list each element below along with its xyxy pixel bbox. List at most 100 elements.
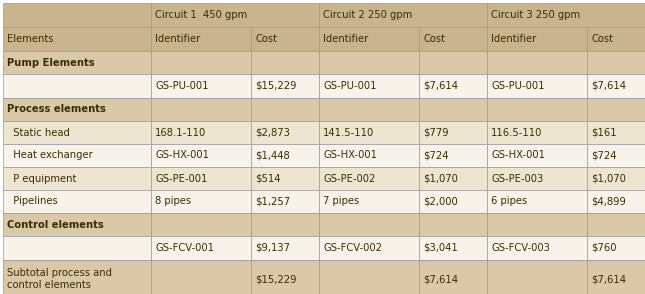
Text: GS-FCV-001: GS-FCV-001: [155, 243, 214, 253]
Text: 7 pipes: 7 pipes: [323, 196, 359, 206]
Text: Identifier: Identifier: [155, 34, 200, 44]
Bar: [419, 213, 487, 236]
Text: Elements: Elements: [7, 34, 54, 44]
Bar: [251, 213, 319, 236]
Bar: [419, 74, 487, 98]
Bar: [587, 260, 645, 294]
Bar: [151, 74, 251, 98]
Text: $1,070: $1,070: [591, 173, 626, 183]
Text: $9,137: $9,137: [255, 243, 290, 253]
Text: $7,614: $7,614: [591, 274, 626, 284]
Bar: [587, 190, 645, 213]
Bar: [487, 167, 587, 190]
Bar: [419, 167, 487, 190]
Bar: [419, 27, 487, 51]
Bar: [419, 236, 487, 260]
Bar: [151, 27, 251, 51]
Text: $15,229: $15,229: [255, 81, 297, 91]
Text: Circuit 1  450 gpm: Circuit 1 450 gpm: [155, 10, 247, 20]
Text: GS-PE-003: GS-PE-003: [491, 173, 543, 183]
Bar: [151, 3, 319, 27]
Text: Cost: Cost: [255, 34, 277, 44]
Bar: [319, 144, 419, 167]
Text: 116.5-110: 116.5-110: [491, 128, 542, 138]
Text: $779: $779: [423, 128, 449, 138]
Text: $514: $514: [255, 173, 281, 183]
Bar: [151, 260, 251, 294]
Bar: [487, 144, 587, 167]
Text: Control elements: Control elements: [7, 220, 104, 230]
Bar: [587, 144, 645, 167]
Bar: [587, 236, 645, 260]
Bar: [3, 51, 151, 74]
Text: $15,229: $15,229: [255, 274, 297, 284]
Bar: [319, 167, 419, 190]
Text: $724: $724: [423, 151, 448, 161]
Text: $7,614: $7,614: [591, 81, 626, 91]
Bar: [3, 98, 151, 121]
Bar: [419, 121, 487, 144]
Bar: [419, 260, 487, 294]
Bar: [251, 167, 319, 190]
Text: Pump Elements: Pump Elements: [7, 58, 95, 68]
Bar: [487, 213, 587, 236]
Text: 8 pipes: 8 pipes: [155, 196, 191, 206]
Bar: [487, 74, 587, 98]
Bar: [251, 144, 319, 167]
Bar: [251, 74, 319, 98]
Bar: [487, 51, 587, 74]
Bar: [487, 236, 587, 260]
Text: GS-HX-001: GS-HX-001: [155, 151, 209, 161]
Bar: [487, 121, 587, 144]
Text: $161: $161: [591, 128, 617, 138]
Bar: [319, 121, 419, 144]
Bar: [251, 121, 319, 144]
Bar: [587, 74, 645, 98]
Bar: [151, 121, 251, 144]
Text: GS-HX-001: GS-HX-001: [491, 151, 545, 161]
Bar: [487, 27, 587, 51]
Text: GS-PE-001: GS-PE-001: [155, 173, 208, 183]
Bar: [319, 51, 419, 74]
Text: $1,257: $1,257: [255, 196, 290, 206]
Text: GS-FCV-002: GS-FCV-002: [323, 243, 382, 253]
Text: Circuit 3 250 gpm: Circuit 3 250 gpm: [491, 10, 580, 20]
Bar: [319, 190, 419, 213]
Bar: [151, 213, 251, 236]
Text: Identifier: Identifier: [491, 34, 536, 44]
Bar: [419, 51, 487, 74]
Text: Pipelines: Pipelines: [7, 196, 58, 206]
Bar: [587, 213, 645, 236]
Bar: [319, 260, 419, 294]
Bar: [587, 27, 645, 51]
Bar: [3, 167, 151, 190]
Text: P equipment: P equipment: [7, 173, 76, 183]
Text: 141.5-110: 141.5-110: [323, 128, 374, 138]
Text: Cost: Cost: [591, 34, 613, 44]
Bar: [3, 3, 151, 27]
Text: $7,614: $7,614: [423, 274, 458, 284]
Text: 6 pipes: 6 pipes: [491, 196, 527, 206]
Bar: [319, 74, 419, 98]
Bar: [3, 74, 151, 98]
Bar: [251, 98, 319, 121]
Text: $2,000: $2,000: [423, 196, 458, 206]
Bar: [587, 121, 645, 144]
Bar: [319, 98, 419, 121]
Bar: [419, 144, 487, 167]
Bar: [319, 27, 419, 51]
Text: Circuit 2 250 gpm: Circuit 2 250 gpm: [323, 10, 412, 20]
Bar: [587, 51, 645, 74]
Bar: [487, 260, 587, 294]
Bar: [3, 213, 151, 236]
Text: $4,899: $4,899: [591, 196, 626, 206]
Bar: [3, 144, 151, 167]
Text: Identifier: Identifier: [323, 34, 368, 44]
Bar: [151, 190, 251, 213]
Text: GS-FCV-003: GS-FCV-003: [491, 243, 550, 253]
Bar: [151, 51, 251, 74]
Bar: [151, 236, 251, 260]
Text: $1,448: $1,448: [255, 151, 290, 161]
Bar: [251, 190, 319, 213]
Bar: [419, 98, 487, 121]
